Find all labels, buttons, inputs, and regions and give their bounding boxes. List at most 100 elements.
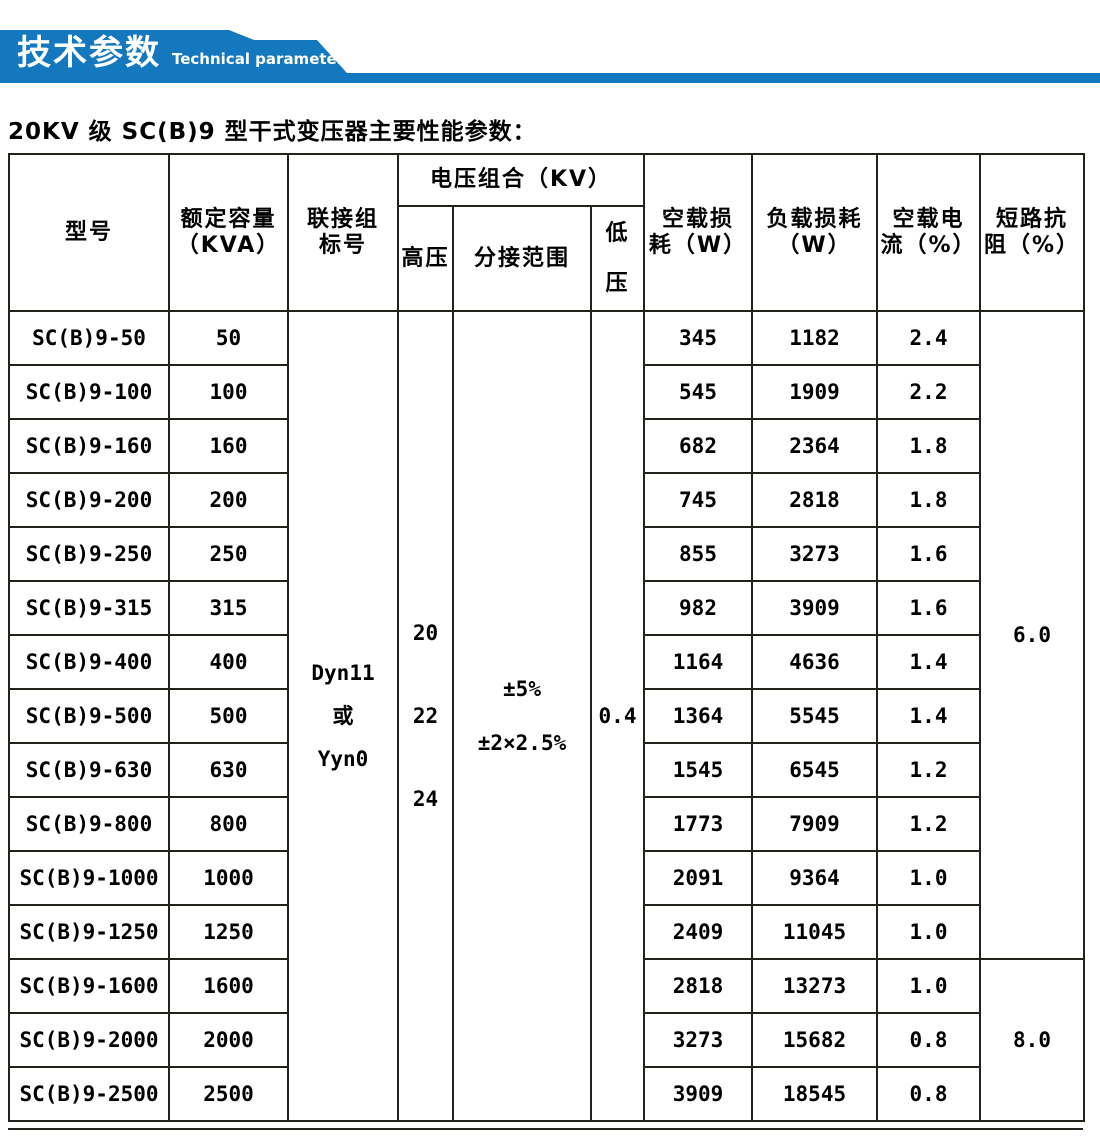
cell-no-load-loss: 3273 [643,1012,753,1068]
cell-load-loss: 5545 [751,688,878,744]
table-bottom-rule [8,1128,1083,1130]
cell-no-load-current: 1.8 [876,418,981,474]
cell-no-load-loss: 545 [643,364,753,420]
cell-no-load-loss: 3909 [643,1066,753,1122]
cell-no-load-loss: 855 [643,526,753,582]
cell-no-load-loss: 1364 [643,688,753,744]
cell-load-loss: 3273 [751,526,878,582]
cell-no-load-current: 1.6 [876,526,981,582]
cell-no-load-current: 1.4 [876,688,981,744]
cell-no-load-loss: 1164 [643,634,753,690]
cell-no-load-current: 0.8 [876,1012,981,1068]
cell-no-load-current: 1.2 [876,796,981,852]
cell-capacity: 1250 [168,904,289,960]
technical-parameter-banner: 技术参数 Technical parameter [0,30,1100,83]
cell-model: SC(B)9-160 [8,418,170,474]
cell-capacity: 500 [168,688,289,744]
header-no-load-current: 空载电 流（%） [876,153,981,312]
cell-no-load-loss: 2818 [643,958,753,1014]
header-row-1: 型号 额定容量 （KVA） 联接组 标号 电压组合（KV） 空载损 耗（W） 负… [8,153,1085,312]
cell-no-load-loss: 682 [643,418,753,474]
header-voltage-group: 电压组合（KV） [397,153,645,207]
cell-model: SC(B)9-2500 [8,1066,170,1122]
cell-no-load-loss: 982 [643,580,753,636]
cell-load-loss: 15682 [751,1012,878,1068]
cell-capacity: 630 [168,742,289,798]
table-row: SC(B)9-1600 1600 2818 13273 1.0 8.0 [8,958,1085,1122]
cell-capacity: 2000 [168,1012,289,1068]
cell-load-loss: 2818 [751,472,878,528]
cell-load-loss: 1182 [751,310,878,366]
banner-strip [0,73,1100,83]
table-row: SC(B)9-200 200 745 2818 1.8 [8,472,1084,528]
header-low-voltage: 低 压 [590,205,645,312]
cell-capacity: 400 [168,634,289,690]
cell-model: SC(B)9-1000 [8,850,170,906]
cell-connection-group: Dyn11 或 Yyn0 [287,310,399,1122]
header-model: 型号 [8,153,170,312]
cell-high-voltage: 20 22 24 [397,310,454,1122]
cell-no-load-current: 1.8 [876,472,981,528]
header-no-load-loss: 空载损 耗（W） [643,153,753,312]
cell-load-loss: 6545 [751,742,878,798]
cell-capacity: 800 [168,796,289,852]
header-capacity: 额定容量 （KVA） [168,153,289,312]
table-row: SC(B)9-250 250 855 3273 1.6 [8,526,1084,582]
cell-model: SC(B)9-800 [8,796,170,852]
cell-no-load-current: 1.4 [876,634,981,690]
cell-no-load-current: 1.0 [876,958,981,1014]
cell-no-load-loss: 2409 [643,904,753,960]
table-row: SC(B)9-2000 2000 3273 15682 0.8 [8,1012,1084,1068]
table-row: SC(B)9-800 800 1773 7909 1.2 [8,796,1084,852]
cell-no-load-current: 1.2 [876,742,981,798]
cell-no-load-current: 0.8 [876,1066,981,1122]
cell-load-loss: 7909 [751,796,878,852]
cell-load-loss: 11045 [751,904,878,960]
cell-model: SC(B)9-200 [8,472,170,528]
banner-title-en: Technical parameter [172,50,345,68]
cell-capacity: 1600 [168,958,289,1014]
table-row: SC(B)9-2500 2500 3909 18545 0.8 [8,1066,1084,1122]
cell-no-load-current: 2.2 [876,364,981,420]
cell-no-load-loss: 1545 [643,742,753,798]
cell-model: SC(B)9-630 [8,742,170,798]
header-high-voltage: 高压 [397,205,454,312]
header-tap-range: 分接范围 [452,205,592,312]
cell-model: SC(B)9-500 [8,688,170,744]
cell-load-loss: 1909 [751,364,878,420]
parameters-table: 型号 额定容量 （KVA） 联接组 标号 电压组合（KV） 空载损 耗（W） 负… [8,153,1085,1122]
cell-impedance: 6.0 [979,310,1085,960]
cell-model: SC(B)9-315 [8,580,170,636]
cell-no-load-current: 1.6 [876,580,981,636]
cell-no-load-current: 1.0 [876,850,981,906]
table-row: SC(B)9-400 400 1164 4636 1.4 [8,634,1084,690]
cell-model: SC(B)9-1250 [8,904,170,960]
table-row: SC(B)9-160 160 682 2364 1.8 [8,418,1084,474]
cell-tap-range: ±5% ±2×2.5% [452,310,592,1122]
cell-low-voltage: 0.4 [590,310,645,1122]
cell-capacity: 315 [168,580,289,636]
cell-no-load-loss: 2091 [643,850,753,906]
table-row: SC(B)9-315 315 982 3909 1.6 [8,580,1084,636]
cell-no-load-current: 2.4 [876,310,981,366]
cell-model: SC(B)9-2000 [8,1012,170,1068]
cell-load-loss: 2364 [751,418,878,474]
cell-capacity: 1000 [168,850,289,906]
table-row: SC(B)9-1250 1250 2409 11045 1.0 [8,904,1084,960]
cell-capacity: 50 [168,310,289,366]
cell-capacity: 2500 [168,1066,289,1122]
cell-no-load-loss: 345 [643,310,753,366]
cell-model: SC(B)9-50 [8,310,170,366]
cell-no-load-loss: 745 [643,472,753,528]
cell-model: SC(B)9-100 [8,364,170,420]
cell-capacity: 160 [168,418,289,474]
cell-capacity: 200 [168,472,289,528]
cell-load-loss: 3909 [751,580,878,636]
header-short-circuit-impedance: 短路抗 阻（%） [979,153,1085,312]
cell-model: SC(B)9-400 [8,634,170,690]
page-subtitle: 20KV 级 SC(B)9 型干式变压器主要性能参数： [8,119,537,145]
table-row: SC(B)9-1000 1000 2091 9364 1.0 [8,850,1084,906]
header-row-2: 高压 分接范围 低 压 [9,205,1084,312]
cell-model: SC(B)9-1600 [8,958,170,1014]
cell-load-loss: 13273 [751,958,878,1014]
